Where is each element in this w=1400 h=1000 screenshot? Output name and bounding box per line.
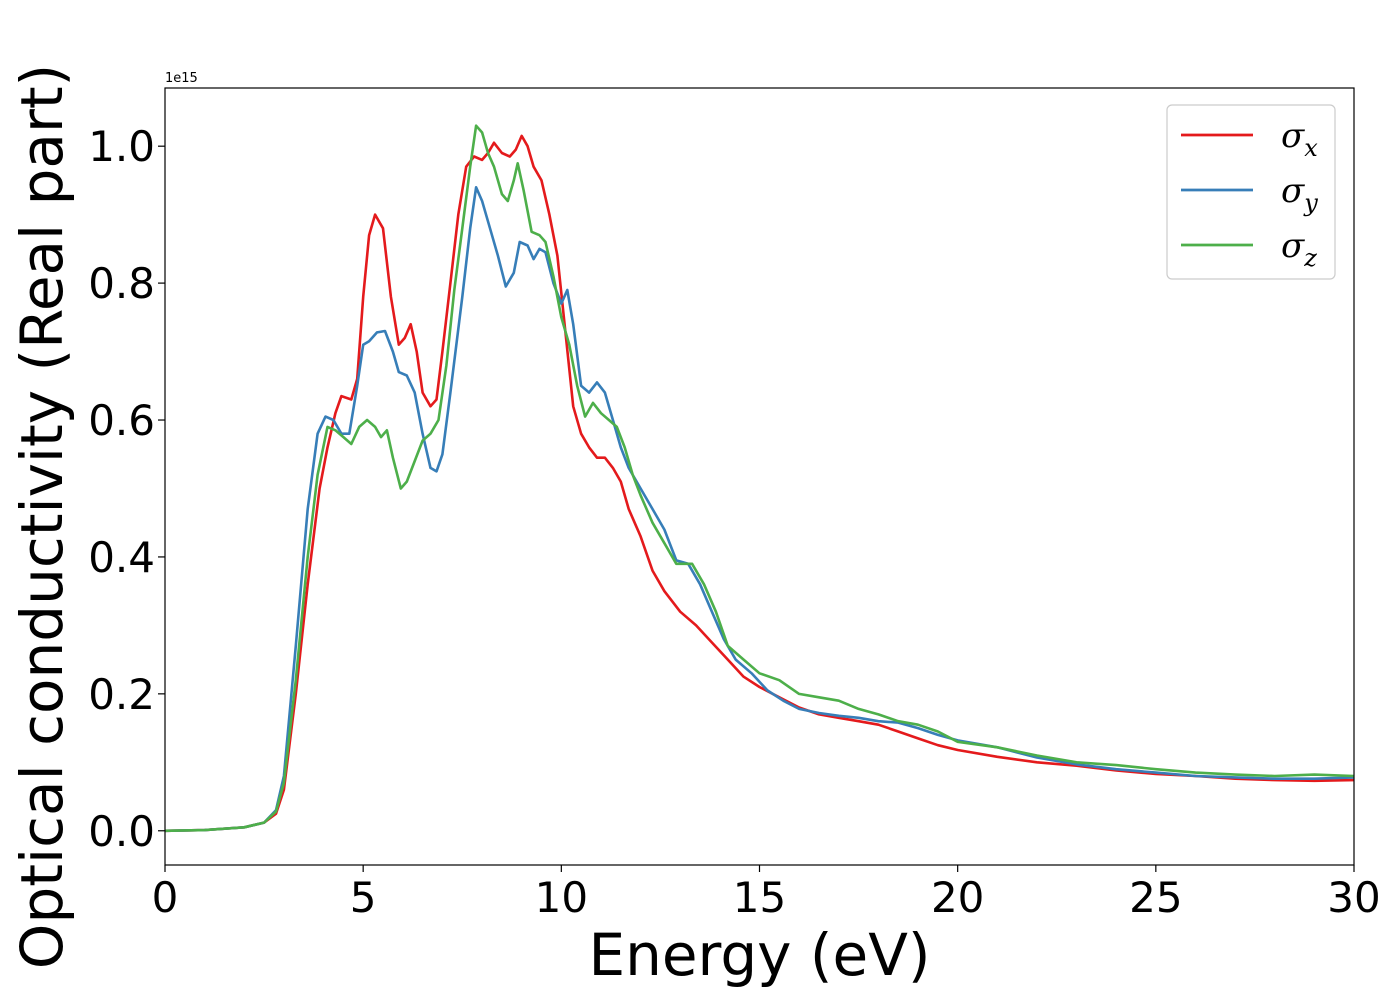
x-tick-label: 25 xyxy=(1129,873,1182,922)
x-tick-label: 30 xyxy=(1327,873,1380,922)
x-axis: 0 5 10 15 20 25 30 xyxy=(152,865,1381,922)
y-offset-label: 1e15 xyxy=(165,71,198,86)
x-axis-label: Energy (eV) xyxy=(588,921,930,989)
y-tick-label: 0.8 xyxy=(88,259,155,308)
y-tick-label: 1.0 xyxy=(88,122,155,171)
x-tick-label: 15 xyxy=(733,873,786,922)
plot-area xyxy=(165,88,1354,865)
y-tick-label: 0.0 xyxy=(88,807,155,856)
y-axis: 0.0 0.2 0.4 0.6 0.8 1.0 xyxy=(88,122,165,856)
x-tick-label: 0 xyxy=(152,873,179,922)
legend-box xyxy=(1166,104,1336,280)
series-line-z xyxy=(165,124,1354,833)
y-tick-label: 0.2 xyxy=(88,670,155,719)
x-tick-label: 20 xyxy=(931,873,984,922)
series-layer xyxy=(165,124,1354,833)
x-tick-label: 5 xyxy=(350,873,377,922)
y-tick-label: 0.6 xyxy=(88,396,155,445)
y-tick-label: 0.4 xyxy=(88,533,155,582)
x-tick-label: 10 xyxy=(535,873,588,922)
y-axis-label: Optical conductivity (Real part) xyxy=(8,64,76,969)
series-line-x xyxy=(165,134,1354,833)
